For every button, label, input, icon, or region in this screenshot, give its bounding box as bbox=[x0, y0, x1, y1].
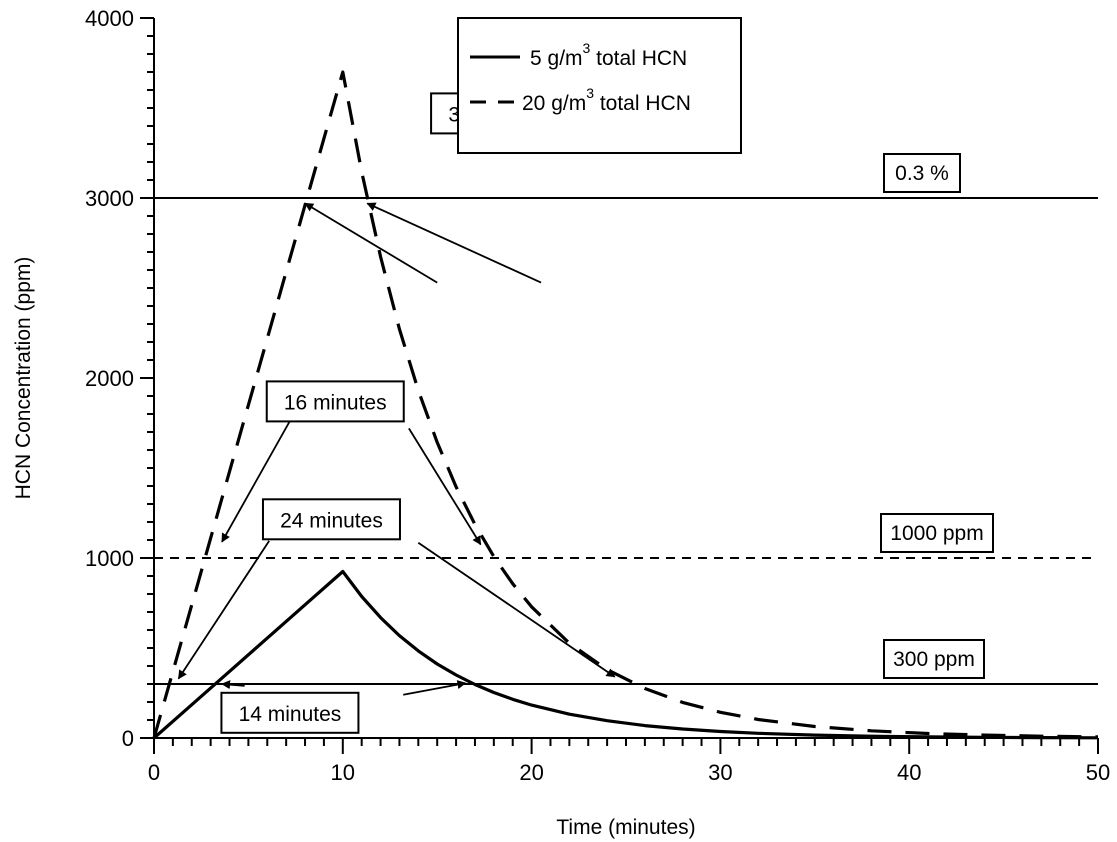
reference-label: 0.3 % bbox=[895, 162, 949, 185]
y-tick-label: 0 bbox=[122, 726, 134, 751]
annotation-arrow bbox=[304, 202, 438, 284]
x-tick-label: 50 bbox=[1086, 760, 1110, 785]
annotation-arrow bbox=[221, 417, 293, 543]
annotation-arrow bbox=[177, 540, 270, 680]
annotation-box bbox=[265, 380, 405, 423]
annotation-label: 16 minutes bbox=[284, 391, 387, 414]
series-lines bbox=[152, 70, 1099, 740]
legend: 5 g/m3 total HCN 20 g/m3 total HCN bbox=[457, 17, 742, 154]
y-axis-title: HCN Concentration (ppm) bbox=[12, 257, 35, 500]
reference-label: 1000 ppm bbox=[890, 522, 983, 545]
annotation-box bbox=[261, 498, 401, 541]
annotation-arrow bbox=[408, 427, 482, 546]
x-tick-label: 20 bbox=[519, 760, 543, 785]
x-tick-label: 30 bbox=[708, 760, 732, 785]
axes: 0 10 20 30 40 50 0 1000 2000 3000 4000 bbox=[85, 6, 1110, 785]
legend-entry-1: 5 g/m3 total HCN bbox=[530, 40, 687, 70]
y-tick-label: 1000 bbox=[85, 546, 134, 571]
reference-label: 300 ppm bbox=[893, 648, 975, 671]
x-axis-title: Time (minutes) bbox=[556, 816, 695, 839]
reference-label-box bbox=[883, 153, 961, 193]
y-tick-label: 2000 bbox=[85, 366, 134, 391]
annotation-label: 14 minutes bbox=[239, 703, 342, 726]
series-line-1 bbox=[152, 569, 1099, 740]
annotation-box bbox=[220, 691, 360, 734]
x-tick-label: 0 bbox=[148, 760, 160, 785]
annotation-arrows bbox=[177, 202, 616, 696]
reference-label-box bbox=[880, 513, 994, 553]
series-line-2 bbox=[152, 70, 1099, 739]
annotation-arrow bbox=[417, 541, 616, 678]
reference-label-box bbox=[883, 639, 985, 679]
x-tick-label: 10 bbox=[331, 760, 355, 785]
legend-frame bbox=[457, 17, 742, 154]
annotation-arrow bbox=[221, 680, 245, 690]
annotation-arrow bbox=[366, 202, 542, 284]
legend-entry-2: 20 g/m3 total HCN bbox=[522, 85, 691, 115]
annotation-arrow bbox=[403, 680, 467, 696]
y-tick-label: 3000 bbox=[85, 186, 134, 211]
reference-lines bbox=[154, 197, 1098, 685]
annotation-label: 24 minutes bbox=[280, 509, 383, 532]
y-tick-label: 4000 bbox=[85, 6, 134, 31]
x-tick-label: 40 bbox=[897, 760, 921, 785]
